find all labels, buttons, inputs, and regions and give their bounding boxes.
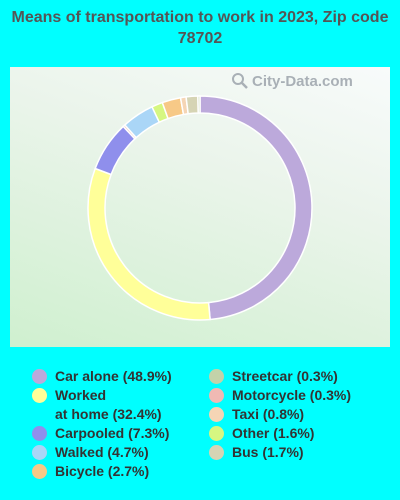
- legend-label: Walked (4.7%): [55, 444, 149, 460]
- legend-swatch: [32, 464, 47, 479]
- legend-label: Worked at home (32.4%): [55, 387, 162, 422]
- legend-item-worked-at-home: Worked at home (32.4%): [32, 386, 162, 424]
- legend-item-motorcycle: Motorcycle (0.3%): [209, 386, 351, 405]
- legend-swatch: [209, 388, 224, 403]
- legend-item-other: Other (1.6%): [209, 424, 314, 443]
- legend-item-car-alone: Car alone (48.9%): [32, 367, 172, 386]
- legend-swatch: [32, 388, 47, 403]
- legend-label: Bus (1.7%): [232, 444, 304, 460]
- slice-streetcar: [197, 95, 201, 114]
- legend-swatch: [32, 426, 47, 441]
- legend-item-walked: Walked (4.7%): [32, 443, 149, 462]
- legend: Car alone (48.9%) Worked at home (32.4%) C…: [0, 364, 400, 494]
- legend-label: Other (1.6%): [232, 425, 315, 441]
- legend-item-taxi: Taxi (0.8%): [209, 405, 304, 424]
- legend-swatch: [209, 426, 224, 441]
- legend-item-carpooled: Carpooled (7.3%): [32, 424, 169, 443]
- plot-area: [10, 67, 390, 347]
- donut-chart: [87, 95, 313, 321]
- legend-item-streetcar: Streetcar (0.3%): [209, 367, 338, 386]
- slice-carpooled: [94, 125, 136, 176]
- legend-label: Taxi (0.8%): [232, 406, 305, 422]
- legend-label: Streetcar (0.3%): [232, 368, 338, 384]
- legend-swatch: [209, 445, 224, 460]
- magnifier-icon: [232, 73, 248, 89]
- watermark: City-Data.com: [231, 72, 353, 90]
- slice-car-alone: [199, 95, 313, 321]
- legend-swatch: [32, 369, 47, 384]
- legend-item-bus: Bus (1.7%): [209, 443, 304, 462]
- legend-label: Bicycle (2.7%): [55, 463, 150, 479]
- legend-label: Car alone (48.9%): [55, 368, 172, 384]
- chart-title: Means of transportation to work in 2023,…: [11, 9, 389, 47]
- watermark-text: City-Data.com: [252, 72, 353, 90]
- legend-item-bicycle: Bicycle (2.7%): [32, 462, 149, 481]
- legend-swatch: [32, 445, 47, 460]
- legend-label: Motorcycle (0.3%): [232, 387, 352, 403]
- slice-bus: [185, 95, 199, 115]
- legend-swatch: [209, 407, 224, 422]
- legend-label: Carpooled (7.3%): [55, 425, 170, 441]
- slice-worked-at-home: [87, 167, 211, 321]
- legend-swatch: [209, 369, 224, 384]
